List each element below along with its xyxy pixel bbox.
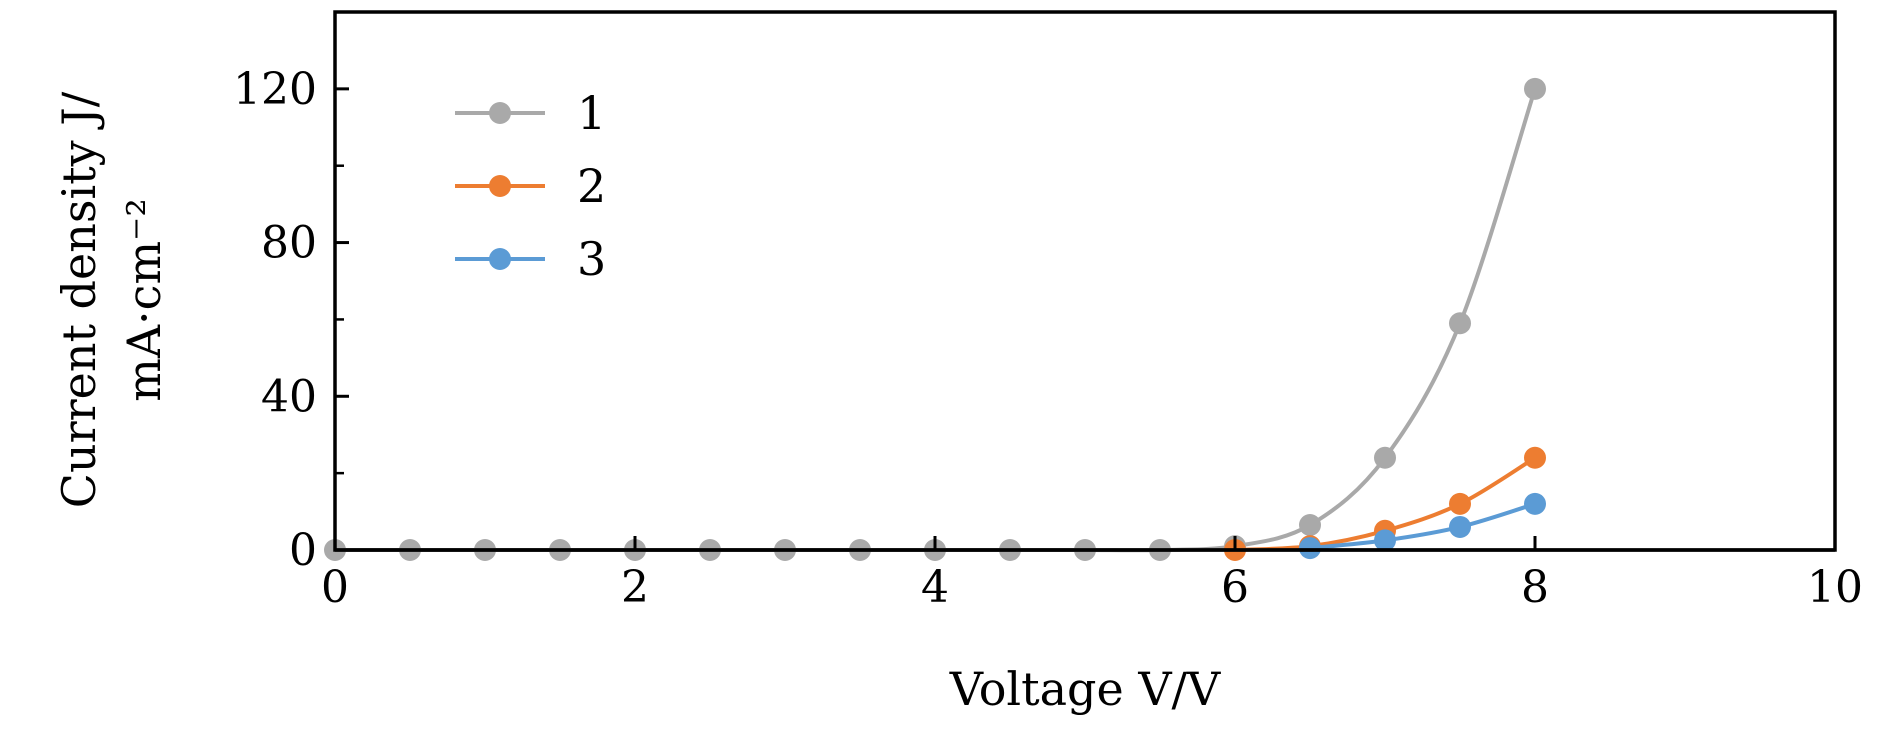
y-tick-label-0: 0 (289, 525, 317, 576)
y-axis-label-line-2: mA·cm⁻² (117, 198, 171, 402)
legend-marker-1 (489, 102, 511, 124)
legend-entry-3: 3 (455, 232, 606, 286)
legend-entry-1: 1 (455, 86, 606, 140)
axes: 0 2 4 6 8 10 0 40 80 120 (233, 10, 1863, 613)
series-1-point-15 (1449, 312, 1471, 335)
y-tick-label-2: 80 (261, 218, 317, 269)
x-tick-label-4: 8 (1521, 562, 1549, 613)
series-2-point-4 (1524, 446, 1546, 469)
series-1-point-14 (1374, 446, 1396, 469)
x-tick-label-3: 6 (1221, 562, 1249, 613)
series-3-line (1309, 501, 1536, 551)
legend-entry-2: 2 (455, 159, 606, 213)
legend-marker-2 (489, 175, 511, 197)
legend-marker-3 (489, 248, 511, 270)
x-tick-label-2: 4 (921, 562, 949, 613)
legend-label-1: 1 (577, 86, 606, 140)
y-tick-label-1: 40 (261, 371, 317, 422)
legend-label-2: 2 (577, 159, 606, 213)
series-3-point-3 (1524, 492, 1546, 515)
series-3-point-1 (1374, 529, 1396, 552)
series-3 (1299, 492, 1546, 560)
x-axis-label: Voltage V/V (949, 662, 1221, 716)
series-3-point-2 (1449, 515, 1471, 538)
series-1-line (334, 88, 1537, 553)
x-tick-label-5: 10 (1807, 562, 1863, 613)
x-tick-label-1: 2 (621, 562, 649, 613)
series-1-point-13 (1299, 514, 1321, 537)
y-axis-label-line-1: Current density J/ (52, 91, 106, 508)
series-1-point-16 (1524, 77, 1546, 100)
series-2-point-3 (1449, 492, 1471, 515)
plot-frame (333, 10, 1837, 552)
y-tick-label-3: 120 (233, 64, 317, 115)
legend-label-3: 3 (577, 232, 606, 286)
series-3-point-0 (1299, 537, 1321, 560)
legend: 1 2 3 (455, 86, 606, 286)
series-1 (324, 77, 1546, 561)
x-tick-label-0: 0 (321, 562, 349, 613)
series-layer (324, 77, 1546, 561)
